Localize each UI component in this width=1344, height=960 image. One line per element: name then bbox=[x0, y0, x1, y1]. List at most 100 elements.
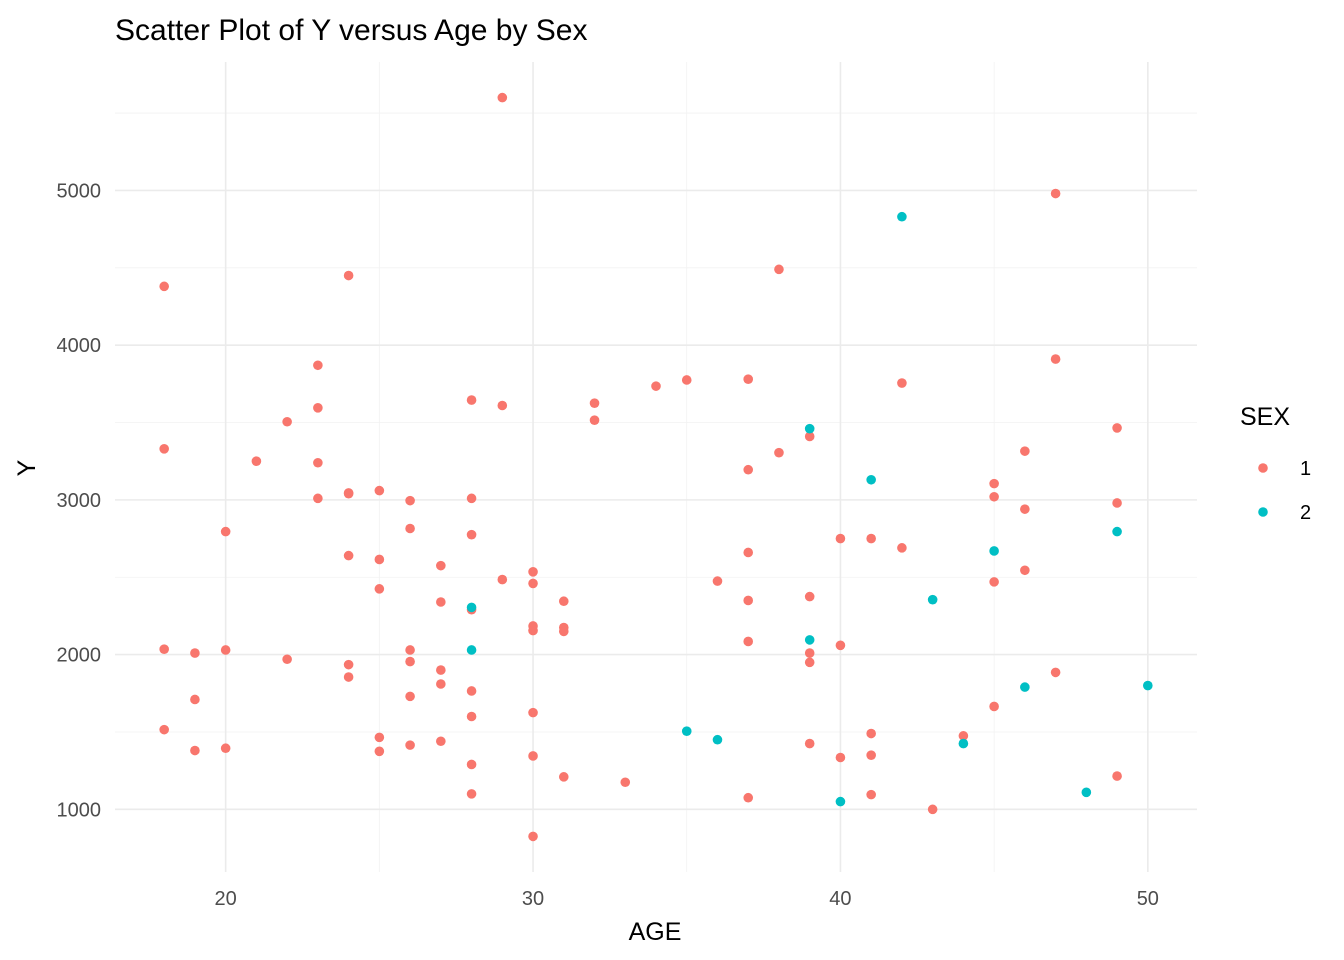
data-point-sex-1 bbox=[866, 533, 876, 544]
y-tick-label: 4000 bbox=[57, 335, 102, 357]
data-point-sex-1 bbox=[1020, 565, 1030, 576]
data-point-sex-1 bbox=[989, 701, 999, 712]
data-point-sex-1 bbox=[190, 648, 200, 658]
data-point-sex-1 bbox=[343, 672, 354, 682]
data-point-sex-1 bbox=[405, 523, 415, 534]
data-point-sex-1 bbox=[866, 750, 876, 760]
data-point-sex-1 bbox=[620, 777, 631, 788]
data-point-sex-1 bbox=[497, 574, 508, 585]
data-point-sex-1 bbox=[159, 444, 169, 454]
data-point-sex-1 bbox=[528, 707, 538, 718]
data-point-sex-1 bbox=[589, 398, 600, 408]
data-point-sex-1 bbox=[1112, 423, 1122, 433]
data-point-sex-1 bbox=[466, 789, 477, 799]
data-point-sex-1 bbox=[220, 526, 231, 537]
data-point-sex-2 bbox=[681, 726, 692, 736]
data-point-sex-1 bbox=[528, 831, 538, 842]
data-point-sex-1 bbox=[374, 732, 385, 743]
x-axis-title: AGE bbox=[629, 918, 682, 946]
data-point-sex-1 bbox=[466, 493, 477, 504]
data-point-sex-1 bbox=[835, 752, 846, 763]
grid bbox=[115, 62, 1197, 872]
legend: SEX 1 2 bbox=[1240, 403, 1311, 524]
data-point-sex-1 bbox=[897, 378, 907, 388]
data-point-sex-1 bbox=[1112, 771, 1122, 781]
x-tick-label: 20 bbox=[215, 888, 237, 910]
data-point-sex-1 bbox=[466, 759, 477, 770]
data-point-sex-1 bbox=[712, 576, 723, 586]
data-point-sex-1 bbox=[528, 751, 538, 761]
data-point-sex-1 bbox=[528, 578, 538, 589]
data-point-sex-1 bbox=[558, 626, 569, 637]
data-point-sex-1 bbox=[1050, 667, 1061, 678]
data-point-sex-1 bbox=[313, 493, 323, 504]
data-point-sex-1 bbox=[436, 736, 446, 747]
data-point-sex-1 bbox=[159, 281, 169, 292]
legend-label-sex-1: 1 bbox=[1300, 458, 1311, 480]
data-point-sex-1 bbox=[159, 724, 169, 735]
legend-title: SEX bbox=[1240, 403, 1290, 431]
data-point-sex-2 bbox=[927, 594, 938, 605]
data-point-sex-1 bbox=[866, 789, 876, 800]
data-point-sex-1 bbox=[743, 595, 754, 606]
data-point-sex-1 bbox=[589, 415, 600, 425]
data-point-sex-1 bbox=[927, 804, 938, 815]
y-tick-label: 2000 bbox=[57, 645, 102, 667]
data-point-sex-1 bbox=[743, 792, 754, 803]
chart-title: Scatter Plot of Y versus Age by Sex bbox=[115, 14, 588, 47]
data-point-sex-1 bbox=[374, 746, 385, 757]
y-tick-label: 5000 bbox=[57, 180, 102, 202]
data-point-sex-1 bbox=[558, 596, 569, 607]
data-point-sex-2 bbox=[897, 211, 907, 222]
data-point-sex-2 bbox=[466, 645, 477, 655]
data-point-sex-1 bbox=[651, 381, 661, 391]
data-point-sex-1 bbox=[220, 645, 231, 655]
data-point-sex-1 bbox=[528, 625, 538, 636]
data-point-sex-1 bbox=[466, 711, 477, 722]
data-point-sex-1 bbox=[436, 560, 446, 571]
data-point-sex-1 bbox=[804, 648, 815, 658]
data-point-sex-1 bbox=[743, 636, 754, 647]
data-point-sex-1 bbox=[1050, 354, 1061, 364]
data-point-sex-1 bbox=[190, 694, 200, 705]
x-tick-label: 30 bbox=[522, 888, 544, 910]
data-point-sex-1 bbox=[190, 745, 200, 756]
data-point-sex-1 bbox=[1020, 446, 1030, 456]
data-point-sex-1 bbox=[405, 656, 415, 667]
data-point-sex-1 bbox=[466, 686, 477, 696]
data-point-sex-1 bbox=[774, 447, 784, 458]
data-point-sex-2 bbox=[1112, 526, 1122, 537]
data-point-sex-1 bbox=[804, 431, 815, 442]
data-point-sex-1 bbox=[866, 728, 876, 739]
data-point-sex-2 bbox=[958, 738, 969, 749]
y-axis-title: Y bbox=[13, 459, 41, 476]
data-point-sex-2 bbox=[1020, 682, 1030, 692]
data-point-sex-1 bbox=[251, 456, 262, 466]
data-point-sex-1 bbox=[282, 654, 292, 665]
data-point-sex-1 bbox=[466, 529, 477, 540]
data-point-sex-1 bbox=[313, 360, 323, 371]
legend-label-sex-2: 2 bbox=[1300, 502, 1311, 524]
data-point-sex-2 bbox=[804, 423, 815, 434]
data-point-sex-2 bbox=[1081, 787, 1092, 798]
data-point-sex-1 bbox=[220, 743, 231, 754]
data-point-sex-1 bbox=[405, 645, 415, 655]
data-point-sex-1 bbox=[497, 92, 508, 103]
data-point-sex-1 bbox=[282, 416, 292, 427]
data-point-sex-1 bbox=[1020, 504, 1030, 514]
y-tick-label: 3000 bbox=[57, 490, 102, 512]
data-point-sex-1 bbox=[681, 375, 692, 385]
data-point-sex-1 bbox=[405, 691, 415, 702]
data-point-sex-1 bbox=[1112, 498, 1122, 508]
data-point-sex-1 bbox=[436, 597, 446, 607]
data-point-sex-1 bbox=[405, 495, 415, 506]
data-point-sex-1 bbox=[897, 543, 907, 553]
data-point-sex-1 bbox=[804, 738, 815, 749]
data-point-sex-1 bbox=[405, 740, 415, 750]
data-point-sex-1 bbox=[497, 400, 508, 411]
data-point-sex-1 bbox=[313, 403, 323, 413]
data-point-sex-1 bbox=[743, 374, 754, 384]
data-point-sex-1 bbox=[774, 264, 784, 275]
data-point-sex-1 bbox=[1050, 188, 1061, 199]
